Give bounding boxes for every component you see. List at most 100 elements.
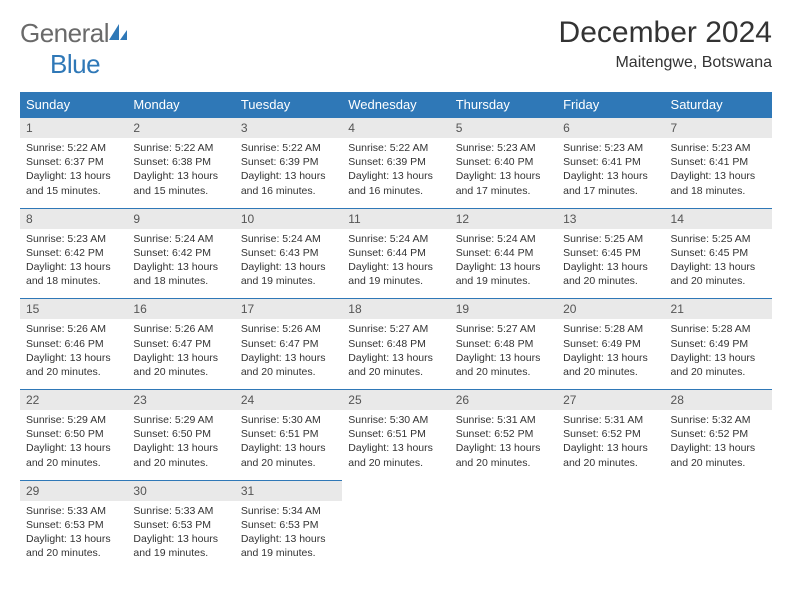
day-body: Sunrise: 5:23 AMSunset: 6:41 PMDaylight:… (665, 138, 772, 208)
day-body: Sunrise: 5:22 AMSunset: 6:39 PMDaylight:… (342, 138, 449, 208)
day-cell-20: 20Sunrise: 5:28 AMSunset: 6:49 PMDayligh… (557, 298, 664, 389)
day-cell-1: 1Sunrise: 5:22 AMSunset: 6:37 PMDaylight… (20, 117, 127, 208)
day-cell-2: 2Sunrise: 5:22 AMSunset: 6:38 PMDaylight… (127, 117, 234, 208)
day-cell-18: 18Sunrise: 5:27 AMSunset: 6:48 PMDayligh… (342, 298, 449, 389)
day-number: 6 (557, 118, 664, 138)
sail-icon (107, 18, 129, 49)
day-number: 26 (450, 390, 557, 410)
day-body: Sunrise: 5:33 AMSunset: 6:53 PMDaylight:… (127, 501, 234, 571)
calendar: SundayMondayTuesdayWednesdayThursdayFrid… (20, 92, 772, 570)
day-number: 23 (127, 390, 234, 410)
day-cell-28: 28Sunrise: 5:32 AMSunset: 6:52 PMDayligh… (665, 389, 772, 480)
day-number: 3 (235, 118, 342, 138)
logo-part2: Blue (50, 49, 100, 79)
empty-cell: .. (450, 480, 557, 571)
day-number: 10 (235, 209, 342, 229)
day-cell-31: 31Sunrise: 5:34 AMSunset: 6:53 PMDayligh… (235, 480, 342, 571)
day-number: 15 (20, 299, 127, 319)
day-body: Sunrise: 5:24 AMSunset: 6:44 PMDaylight:… (450, 229, 557, 299)
day-number: 31 (235, 481, 342, 501)
day-cell-25: 25Sunrise: 5:30 AMSunset: 6:51 PMDayligh… (342, 389, 449, 480)
day-body: Sunrise: 5:23 AMSunset: 6:41 PMDaylight:… (557, 138, 664, 208)
day-number: 11 (342, 209, 449, 229)
day-body: Sunrise: 5:34 AMSunset: 6:53 PMDaylight:… (235, 501, 342, 571)
day-cell-30: 30Sunrise: 5:33 AMSunset: 6:53 PMDayligh… (127, 480, 234, 571)
day-body: Sunrise: 5:24 AMSunset: 6:43 PMDaylight:… (235, 229, 342, 299)
calendar-body: 1Sunrise: 5:22 AMSunset: 6:37 PMDaylight… (20, 117, 772, 570)
day-cell-15: 15Sunrise: 5:26 AMSunset: 6:46 PMDayligh… (20, 298, 127, 389)
day-number: 17 (235, 299, 342, 319)
day-body: Sunrise: 5:31 AMSunset: 6:52 PMDaylight:… (450, 410, 557, 480)
day-body: Sunrise: 5:24 AMSunset: 6:44 PMDaylight:… (342, 229, 449, 299)
title-block: December 2024 Maitengwe, Botswana (559, 16, 772, 72)
day-cell-14: 14Sunrise: 5:25 AMSunset: 6:45 PMDayligh… (665, 208, 772, 299)
day-number: 9 (127, 209, 234, 229)
day-body: Sunrise: 5:32 AMSunset: 6:52 PMDaylight:… (665, 410, 772, 480)
day-number: 19 (450, 299, 557, 319)
day-body: Sunrise: 5:29 AMSunset: 6:50 PMDaylight:… (20, 410, 127, 480)
week-row: 22Sunrise: 5:29 AMSunset: 6:50 PMDayligh… (20, 389, 772, 480)
day-number: 1 (20, 118, 127, 138)
day-cell-23: 23Sunrise: 5:29 AMSunset: 6:50 PMDayligh… (127, 389, 234, 480)
day-number: 25 (342, 390, 449, 410)
day-body: Sunrise: 5:28 AMSunset: 6:49 PMDaylight:… (665, 319, 772, 389)
day-body: Sunrise: 5:22 AMSunset: 6:37 PMDaylight:… (20, 138, 127, 208)
day-cell-8: 8Sunrise: 5:23 AMSunset: 6:42 PMDaylight… (20, 208, 127, 299)
header: GeneralBlue December 2024 Maitengwe, Bot… (20, 16, 772, 80)
day-number: 13 (557, 209, 664, 229)
day-body: Sunrise: 5:25 AMSunset: 6:45 PMDaylight:… (665, 229, 772, 299)
day-body: Sunrise: 5:26 AMSunset: 6:47 PMDaylight:… (127, 319, 234, 389)
day-number: 30 (127, 481, 234, 501)
week-row: 15Sunrise: 5:26 AMSunset: 6:46 PMDayligh… (20, 298, 772, 389)
day-number: 5 (450, 118, 557, 138)
day-body: Sunrise: 5:30 AMSunset: 6:51 PMDaylight:… (342, 410, 449, 480)
dow-3: Wednesday (342, 92, 449, 117)
day-cell-9: 9Sunrise: 5:24 AMSunset: 6:42 PMDaylight… (127, 208, 234, 299)
day-body: Sunrise: 5:27 AMSunset: 6:48 PMDaylight:… (450, 319, 557, 389)
dow-6: Saturday (665, 92, 772, 117)
dow-5: Friday (557, 92, 664, 117)
location: Maitengwe, Botswana (559, 54, 772, 72)
day-body: Sunrise: 5:28 AMSunset: 6:49 PMDaylight:… (557, 319, 664, 389)
day-number: 22 (20, 390, 127, 410)
empty-cell: .. (665, 480, 772, 571)
day-cell-10: 10Sunrise: 5:24 AMSunset: 6:43 PMDayligh… (235, 208, 342, 299)
day-number: 8 (20, 209, 127, 229)
day-body: Sunrise: 5:23 AMSunset: 6:40 PMDaylight:… (450, 138, 557, 208)
logo: GeneralBlue (20, 18, 129, 80)
day-cell-26: 26Sunrise: 5:31 AMSunset: 6:52 PMDayligh… (450, 389, 557, 480)
day-cell-29: 29Sunrise: 5:33 AMSunset: 6:53 PMDayligh… (20, 480, 127, 571)
day-number: 14 (665, 209, 772, 229)
day-cell-3: 3Sunrise: 5:22 AMSunset: 6:39 PMDaylight… (235, 117, 342, 208)
day-cell-19: 19Sunrise: 5:27 AMSunset: 6:48 PMDayligh… (450, 298, 557, 389)
logo-text: GeneralBlue (20, 18, 129, 80)
empty-cell: .. (557, 480, 664, 571)
dow-row: SundayMondayTuesdayWednesdayThursdayFrid… (20, 92, 772, 117)
day-number: 12 (450, 209, 557, 229)
logo-part1: General (20, 18, 109, 48)
day-number: 2 (127, 118, 234, 138)
day-number: 4 (342, 118, 449, 138)
week-row: 1Sunrise: 5:22 AMSunset: 6:37 PMDaylight… (20, 117, 772, 208)
day-body: Sunrise: 5:26 AMSunset: 6:47 PMDaylight:… (235, 319, 342, 389)
day-number: 21 (665, 299, 772, 319)
day-body: Sunrise: 5:31 AMSunset: 6:52 PMDaylight:… (557, 410, 664, 480)
day-cell-6: 6Sunrise: 5:23 AMSunset: 6:41 PMDaylight… (557, 117, 664, 208)
page-title: December 2024 (559, 16, 772, 50)
day-body: Sunrise: 5:29 AMSunset: 6:50 PMDaylight:… (127, 410, 234, 480)
day-body: Sunrise: 5:23 AMSunset: 6:42 PMDaylight:… (20, 229, 127, 299)
day-cell-24: 24Sunrise: 5:30 AMSunset: 6:51 PMDayligh… (235, 389, 342, 480)
day-cell-12: 12Sunrise: 5:24 AMSunset: 6:44 PMDayligh… (450, 208, 557, 299)
day-cell-7: 7Sunrise: 5:23 AMSunset: 6:41 PMDaylight… (665, 117, 772, 208)
day-number: 16 (127, 299, 234, 319)
day-number: 7 (665, 118, 772, 138)
dow-4: Thursday (450, 92, 557, 117)
empty-cell: .. (342, 480, 449, 571)
week-row: 29Sunrise: 5:33 AMSunset: 6:53 PMDayligh… (20, 480, 772, 571)
day-number: 28 (665, 390, 772, 410)
day-cell-4: 4Sunrise: 5:22 AMSunset: 6:39 PMDaylight… (342, 117, 449, 208)
day-body: Sunrise: 5:22 AMSunset: 6:39 PMDaylight:… (235, 138, 342, 208)
day-body: Sunrise: 5:33 AMSunset: 6:53 PMDaylight:… (20, 501, 127, 571)
day-cell-13: 13Sunrise: 5:25 AMSunset: 6:45 PMDayligh… (557, 208, 664, 299)
day-number: 24 (235, 390, 342, 410)
